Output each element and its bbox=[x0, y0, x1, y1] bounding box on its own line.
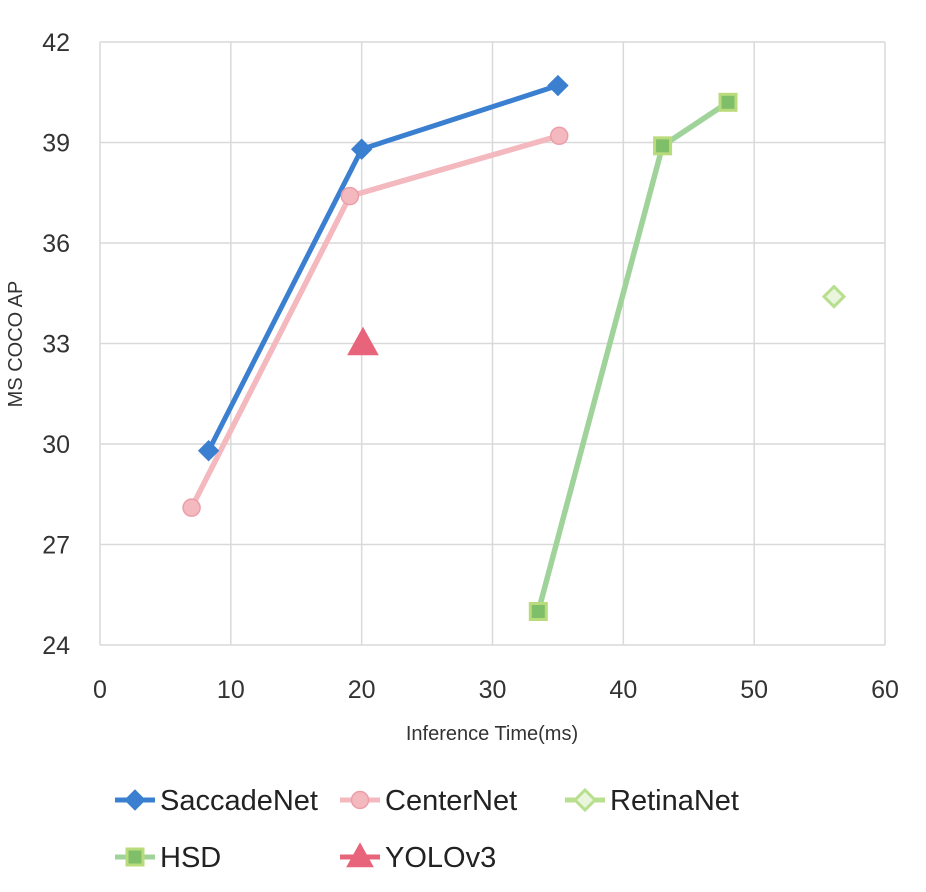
legend-item-saccadenet: SaccadeNet bbox=[115, 785, 318, 817]
y-axis-title: MS COCO AP bbox=[5, 281, 27, 408]
data-point-yolov3 bbox=[347, 326, 379, 356]
x-axis-title: Inference Time(ms) bbox=[406, 723, 578, 745]
x-tick-label: 10 bbox=[217, 676, 245, 704]
y-tick-label: 24 bbox=[42, 632, 70, 660]
legend-swatch-marker-retinanet bbox=[572, 787, 598, 813]
grid bbox=[99, 41, 886, 646]
legend-swatch-marker-saccadenet bbox=[124, 789, 146, 811]
y-tick-label: 36 bbox=[42, 230, 70, 258]
legend-label-yolov3: YOLOv3 bbox=[385, 842, 496, 874]
data-point-retinanet bbox=[821, 284, 847, 309]
legend-label-saccadenet: SaccadeNet bbox=[160, 785, 318, 817]
x-tick-label: 50 bbox=[740, 676, 768, 704]
y-tick-label: 30 bbox=[42, 431, 70, 459]
legend-item-centernet: CenterNet bbox=[340, 785, 517, 817]
data-point-hsd bbox=[653, 136, 673, 156]
y-tick-label: 39 bbox=[42, 130, 70, 158]
data-point-hsd bbox=[718, 92, 738, 112]
series-lines bbox=[188, 83, 731, 615]
data-point-saccadenet bbox=[350, 138, 373, 160]
x-tick-label: 60 bbox=[871, 676, 899, 704]
legend: SaccadeNet CenterNet RetinaNet HSD YOLOv3 bbox=[115, 785, 739, 874]
legend-label-retinanet: RetinaNet bbox=[610, 785, 739, 817]
legend-item-hsd: HSD bbox=[115, 842, 221, 874]
data-point-centernet bbox=[340, 186, 360, 206]
y-tick-label: 42 bbox=[42, 29, 70, 57]
data-point-saccadenet bbox=[547, 74, 569, 97]
data-point-hsd bbox=[528, 602, 548, 621]
data-point-saccadenet bbox=[197, 439, 220, 462]
legend-item-retinanet: RetinaNet bbox=[565, 785, 739, 817]
x-tick-label: 30 bbox=[479, 676, 507, 704]
data-point-centernet bbox=[182, 498, 201, 517]
legend-label-centernet: CenterNet bbox=[385, 785, 517, 817]
data-point-centernet bbox=[549, 126, 569, 146]
x-tick-label: 0 bbox=[93, 676, 107, 704]
legend-swatch-marker-hsd bbox=[125, 847, 145, 867]
series-markers bbox=[182, 74, 847, 621]
y-tick-label: 27 bbox=[42, 532, 70, 560]
series-line-saccadenet bbox=[206, 83, 561, 454]
legend-item-yolov3: YOLOv3 bbox=[340, 842, 496, 874]
x-tick-label: 40 bbox=[609, 676, 637, 704]
legend-swatch-marker-centernet bbox=[350, 790, 370, 810]
x-tick-labels: 0 10 20 30 40 50 60 bbox=[93, 676, 899, 704]
legend-label-hsd: HSD bbox=[160, 842, 221, 874]
series-line-centernet bbox=[188, 133, 562, 511]
y-tick-labels: 24 27 30 33 36 39 42 bbox=[42, 29, 70, 660]
y-tick-label: 33 bbox=[42, 331, 70, 359]
x-tick-label: 20 bbox=[348, 676, 376, 704]
legend-swatch-marker-yolov3 bbox=[346, 842, 374, 868]
series-line-hsd bbox=[535, 99, 731, 615]
